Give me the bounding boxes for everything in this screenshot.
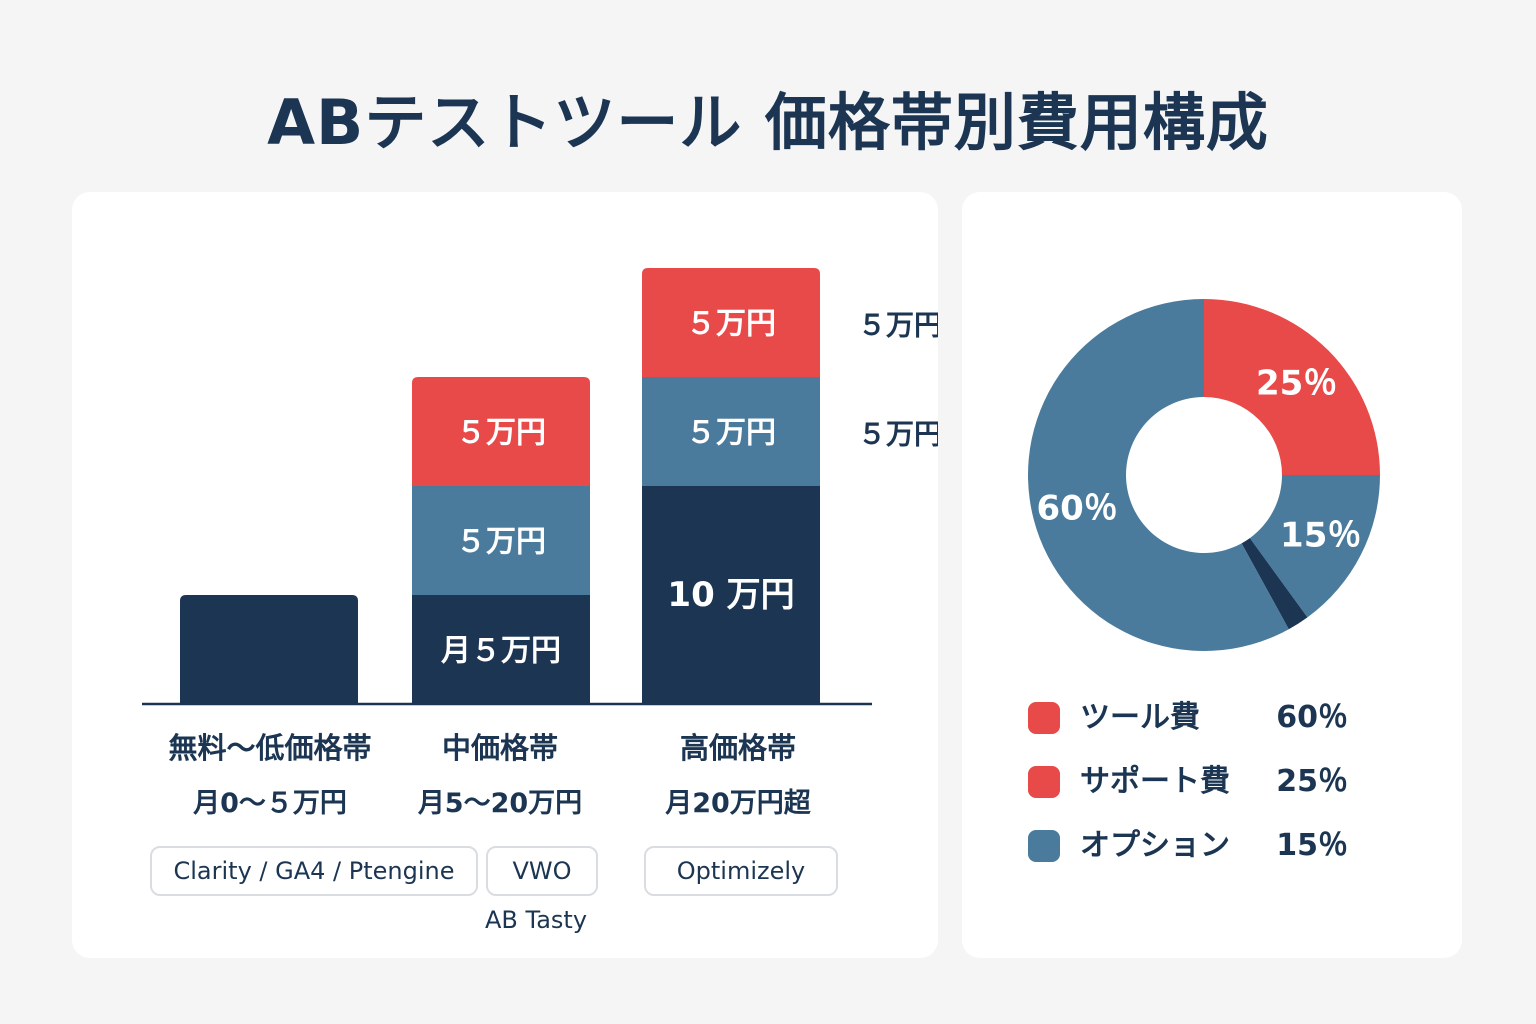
donut-slice-label: 60％ [1036,489,1117,529]
category-label-high: 高価格帯 [679,731,796,765]
tool-label-mid-extra: AB Tasty [485,906,588,934]
bar-segment [412,595,590,704]
bar-segment [412,486,590,595]
bar-data-label: ５万円 [686,307,776,342]
legend-item-support: サポート費 25％ [1028,762,1348,802]
legend-item-option: オプション 15％ [1028,826,1348,866]
donut-hole [1127,398,1281,552]
category-range-high: 月20万円超 [665,788,811,819]
donut-chart: 25％ 15％ 60％ [1028,299,1380,651]
donut-slice [1204,299,1380,475]
donut-slice [1241,538,1308,630]
bar-data-label: 月５万円 [441,634,561,669]
donut-slice [1028,299,1289,651]
donut-slice-label: 25％ [1256,363,1337,403]
bar-chart-panel: 月５万円 ５万円 ５万円 10 万円 ５万円 ５万円 ５万円 ５万円 無料〜低価格帯 中価格帯… [72,192,938,958]
bar-segment [412,377,590,486]
category-label-mid: 中価格帯 [441,731,558,765]
page-title: ABテストツール 価格帯別費用構成 [267,86,1269,159]
bar-data-label: 10 万円 [667,575,794,615]
donut-slice [1249,475,1380,618]
category-label-low: 無料〜低価格帯 [168,731,372,765]
legend-swatch [1028,702,1060,734]
legend-value: 60％ [1276,700,1348,735]
bar-data-label: ５万円 [686,416,776,451]
legend-swatch [1028,830,1060,862]
category-range-mid: 月5〜20万円 [417,788,583,819]
side-value-label: ５万円 [858,418,938,451]
bar-segment [642,268,820,377]
legend-value: 25％ [1276,764,1348,799]
legend-label: サポート費 [1080,764,1230,799]
donut-chart-panel: 25％ 15％ 60％ ツール費 60％ サポート費 25％ オプション 15％ [962,192,1462,958]
bar-data-label: ５万円 [456,525,546,560]
legend-label: オプション [1080,828,1230,863]
tool-chip-low: Clarity / GA4 / Ptengine [150,846,478,896]
bar-data-label: ５万円 [456,416,546,451]
bar-segment [642,486,820,704]
tool-chip-mid: VWO [486,846,598,896]
legend-item-tool: ツール費 60％ [1028,698,1348,738]
stacked-bar-chart: 月５万円 ５万円 ５万円 10 万円 ５万円 ５万円 ５万円 ５万円 [142,268,938,706]
bar-segment [180,595,358,704]
side-value-label: ５万円 [858,309,938,342]
legend-value: 15％ [1276,828,1348,863]
category-range-low: 月0〜５万円 [193,788,347,819]
donut-slice-label: 15％ [1280,515,1361,555]
tool-chip-high: Optimizely [644,846,838,896]
legend-label: ツール費 [1080,700,1200,735]
legend-swatch [1028,766,1060,798]
bar-segment [642,377,820,486]
